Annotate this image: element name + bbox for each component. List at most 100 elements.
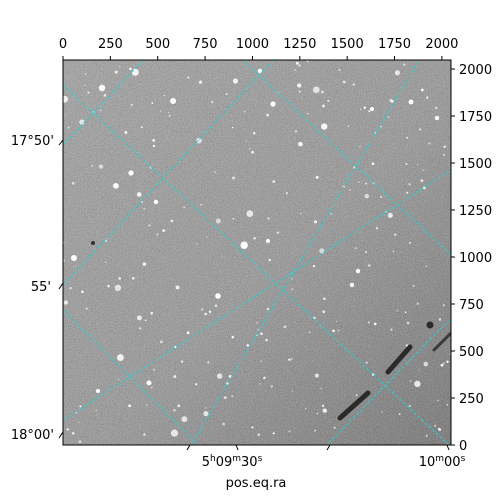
star xyxy=(196,137,202,144)
star xyxy=(443,145,446,148)
star xyxy=(398,413,401,415)
star xyxy=(243,110,246,113)
star xyxy=(119,65,121,67)
star xyxy=(314,220,317,224)
star xyxy=(196,243,198,245)
star xyxy=(323,297,326,300)
star xyxy=(224,396,227,399)
star xyxy=(69,286,72,290)
star xyxy=(257,433,260,436)
star xyxy=(270,385,274,388)
star xyxy=(153,368,156,371)
star xyxy=(333,426,336,429)
star xyxy=(337,329,340,332)
star xyxy=(249,148,251,150)
star xyxy=(260,332,263,335)
star xyxy=(420,88,424,92)
star xyxy=(201,308,204,311)
dark-trail-2 xyxy=(337,390,371,421)
star xyxy=(207,361,210,364)
dark-spot-2 xyxy=(91,241,95,245)
star xyxy=(320,388,322,390)
star xyxy=(418,369,420,371)
star xyxy=(260,360,262,362)
star xyxy=(364,193,370,199)
star xyxy=(354,247,357,250)
star xyxy=(200,204,202,206)
star xyxy=(91,164,93,167)
star xyxy=(406,321,410,325)
star xyxy=(156,233,159,236)
star xyxy=(272,180,276,183)
star xyxy=(426,96,429,99)
top-tick-label-8: 2000 xyxy=(425,37,458,52)
star xyxy=(402,63,406,66)
star xyxy=(414,380,421,388)
star xyxy=(246,210,254,217)
star xyxy=(143,433,146,436)
star xyxy=(353,166,356,169)
star xyxy=(107,284,110,288)
star xyxy=(129,67,132,71)
star xyxy=(144,319,147,322)
star xyxy=(321,90,324,94)
star xyxy=(368,110,371,113)
star xyxy=(63,259,66,262)
star xyxy=(63,300,69,305)
star xyxy=(168,114,171,117)
bottom-tick-2 xyxy=(235,444,239,451)
star xyxy=(316,412,319,415)
star xyxy=(160,340,163,344)
star xyxy=(240,241,248,249)
star xyxy=(231,335,235,339)
bottom-axis-label: pos.eq.ra xyxy=(226,476,287,491)
star xyxy=(117,378,120,380)
grid-ra-line-4 xyxy=(63,169,451,421)
star xyxy=(272,432,275,435)
star xyxy=(392,250,395,253)
left-tick-1 xyxy=(58,139,64,146)
star xyxy=(203,411,209,417)
star xyxy=(359,146,361,148)
star xyxy=(170,429,179,437)
star xyxy=(438,318,442,321)
star xyxy=(291,390,294,392)
star xyxy=(173,409,176,412)
star xyxy=(435,106,438,110)
star xyxy=(232,78,239,84)
star xyxy=(406,136,409,139)
image-noise xyxy=(63,60,451,445)
grid-dec-line-3 xyxy=(241,60,451,256)
left-axis: 17°50' 55' 18°00' xyxy=(11,134,64,443)
star xyxy=(420,179,424,183)
star xyxy=(103,93,107,97)
star xyxy=(74,265,77,267)
right-tick-label-3: 750 xyxy=(459,298,484,313)
star xyxy=(231,126,234,129)
bottom-axis: 5h09m30s 10m00s pos.eq.ra xyxy=(186,444,466,491)
right-tick-label-7: 1750 xyxy=(459,110,492,125)
star xyxy=(390,328,393,331)
star xyxy=(298,90,301,93)
star xyxy=(396,310,398,312)
star xyxy=(222,422,225,426)
star xyxy=(71,431,75,435)
bright-star xyxy=(349,282,355,288)
bright-star xyxy=(146,380,152,386)
star xyxy=(363,106,366,109)
bright-star xyxy=(257,68,263,74)
star xyxy=(428,142,431,145)
star xyxy=(319,248,325,254)
star xyxy=(442,304,445,307)
star xyxy=(78,421,80,423)
star xyxy=(104,261,107,263)
star xyxy=(322,310,326,314)
star xyxy=(322,104,325,108)
star xyxy=(408,404,411,407)
star xyxy=(365,361,368,364)
star xyxy=(85,307,88,310)
star xyxy=(265,338,268,342)
grid-dec-line-2 xyxy=(63,309,199,445)
star xyxy=(338,68,341,72)
